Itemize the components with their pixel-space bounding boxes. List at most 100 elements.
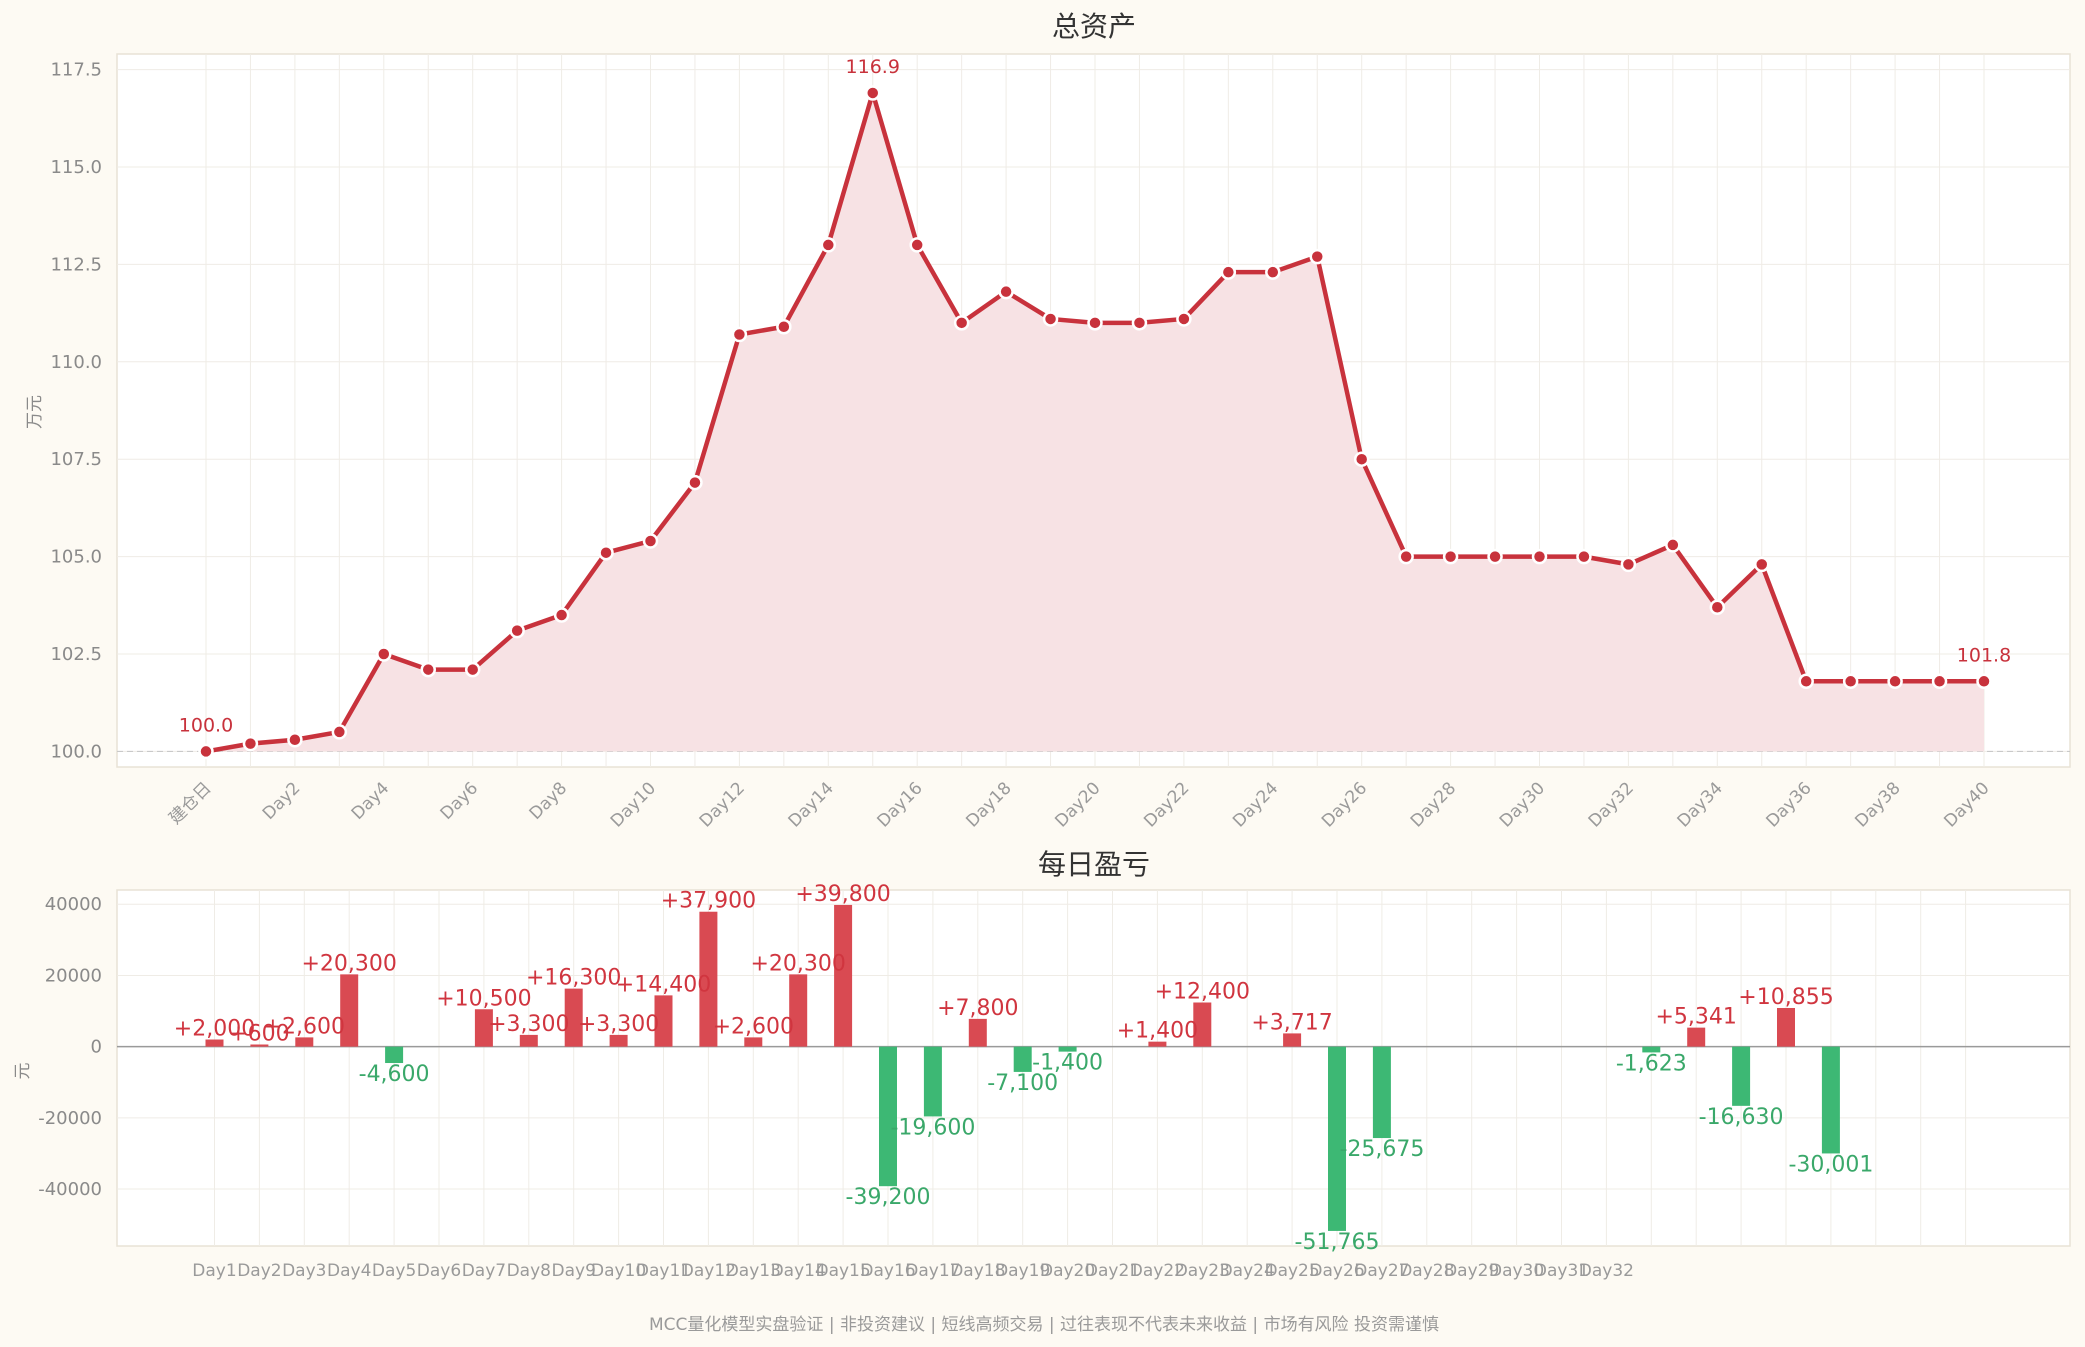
bar-value-label: +16,300 [526, 966, 621, 991]
bar-value-label: +2,600 [264, 1014, 345, 1039]
daily-pnl-y-axis-label: 元 [13, 1063, 33, 1080]
x-tick-label: Day15 [815, 1261, 870, 1281]
x-tick-label: Day24 [1220, 1261, 1275, 1281]
assets-point [1531, 548, 1548, 565]
assets-point [1976, 673, 1992, 690]
assets-point [242, 735, 259, 752]
total-assets-y-axis-label: 万元 [25, 395, 45, 429]
pnl-bar [385, 1046, 404, 1064]
bar-value-label: +14,400 [616, 972, 711, 997]
y-tick-label: 117.5 [50, 60, 102, 81]
pnl-bar [1013, 1046, 1032, 1072]
x-tick-label: Day22 [1130, 1261, 1185, 1281]
x-tick-label: Day4 [348, 778, 394, 824]
y-tick-label: 115.0 [50, 157, 102, 178]
x-tick-label: Day3 [282, 1261, 326, 1281]
pnl-bar [1283, 1033, 1302, 1047]
assets-point [1487, 548, 1503, 565]
x-tick-label: Day8 [507, 1261, 551, 1281]
bar-value-label: -39,200 [846, 1185, 931, 1210]
assets-point [198, 743, 214, 760]
assets-point [1842, 673, 1859, 690]
x-tick-label: Day38 [1851, 778, 1904, 831]
assets-point [376, 646, 392, 662]
pnl-bar [205, 1039, 224, 1047]
assets-point [953, 315, 970, 331]
assets-point [998, 283, 1014, 300]
x-tick-label: Day18 [962, 778, 1015, 831]
y-tick-label: 105.0 [50, 547, 102, 568]
bar-value-label: +20,300 [750, 951, 845, 976]
x-tick-label: Day26 [1309, 1261, 1364, 1281]
x-tick-label: Day21 [1085, 1261, 1140, 1281]
bar-value-label: -25,675 [1339, 1137, 1424, 1162]
x-tick-label: Day5 [372, 1261, 416, 1281]
y-tick-label: 0 [91, 1037, 102, 1058]
bar-value-label: +1,400 [1117, 1019, 1198, 1044]
x-tick-label: Day4 [327, 1261, 371, 1281]
bar-value-label: +37,900 [661, 889, 756, 914]
bar-value-label: +7,800 [937, 996, 1018, 1021]
assets-point [731, 326, 748, 343]
assets-point [1620, 556, 1637, 573]
bar-value-label: -7,100 [987, 1071, 1058, 1096]
y-tick-label: 112.5 [50, 254, 102, 275]
bar-value-label: +10,500 [436, 986, 531, 1011]
x-tick-label: Day10 [607, 778, 660, 831]
x-tick-label: Day17 [905, 1261, 960, 1281]
x-tick-label: Day27 [1354, 1261, 1409, 1281]
x-tick-label: Day10 [591, 1261, 646, 1281]
x-tick-label: Day24 [1229, 778, 1282, 831]
x-tick-label: Day30 [1496, 778, 1549, 831]
pnl-bar [564, 988, 583, 1047]
x-tick-label: Day12 [681, 1261, 736, 1281]
x-tick-label: Day36 [1763, 778, 1816, 831]
bar-value-label: +20,300 [301, 951, 396, 976]
pnl-bar [789, 974, 808, 1047]
bar-value-label: +2,000 [174, 1017, 255, 1042]
bar-value-label: -30,001 [1788, 1152, 1873, 1177]
y-tick-label: 110.0 [50, 352, 102, 373]
pnl-bar [519, 1034, 538, 1047]
bar-value-label: -51,765 [1295, 1230, 1380, 1255]
y-tick-label: 40000 [45, 894, 102, 915]
y-tick-label: 20000 [45, 965, 102, 986]
assets-point [820, 237, 837, 253]
x-tick-label: Day2 [237, 1261, 281, 1281]
pnl-bar [340, 974, 359, 1047]
point-value-label: 101.8 [1957, 644, 2011, 666]
pnl-bar [1732, 1046, 1751, 1106]
pnl-bar [1193, 1002, 1212, 1047]
x-tick-label: Day6 [417, 1261, 461, 1281]
total-assets-chart: 总资产 万元 100.0 102.5 105.0 107.5 110.0 112.5 115… [25, 10, 2071, 832]
assets-point [1309, 248, 1325, 265]
assets-point [865, 85, 881, 101]
x-tick-label: Day16 [860, 1261, 915, 1281]
x-tick-label: Day14 [771, 1261, 826, 1281]
assets-point [1220, 264, 1237, 280]
footer-disclaimer: MCC量化模型实盘验证 | 非投资建议 | 短线高频交易 | 过往表现不代表未来… [649, 1315, 1439, 1335]
assets-point [1087, 315, 1103, 331]
pnl-bar [654, 995, 673, 1047]
x-tick-label: Day16 [874, 778, 927, 831]
x-tick-label: Day26 [1318, 778, 1371, 831]
x-tick-label: Day11 [636, 1261, 691, 1281]
x-tick-label: Day8 [526, 778, 572, 824]
assets-point [1176, 311, 1192, 327]
assets-point [1131, 315, 1148, 331]
pnl-bar [699, 911, 718, 1047]
x-tick-label: Day14 [785, 778, 838, 831]
assets-point [331, 724, 348, 740]
assets-point [420, 661, 436, 678]
x-tick-label: Day32 [1585, 778, 1638, 831]
x-tick-label: Day13 [726, 1261, 781, 1281]
assets-point [1576, 548, 1592, 565]
x-tick-label: Day20 [1040, 1261, 1095, 1281]
pnl-bar [609, 1034, 628, 1047]
assets-point [509, 622, 525, 639]
x-tick-label: Day22 [1140, 778, 1193, 831]
pnl-bar [834, 904, 853, 1047]
bar-value-label: +600 [229, 1022, 289, 1047]
